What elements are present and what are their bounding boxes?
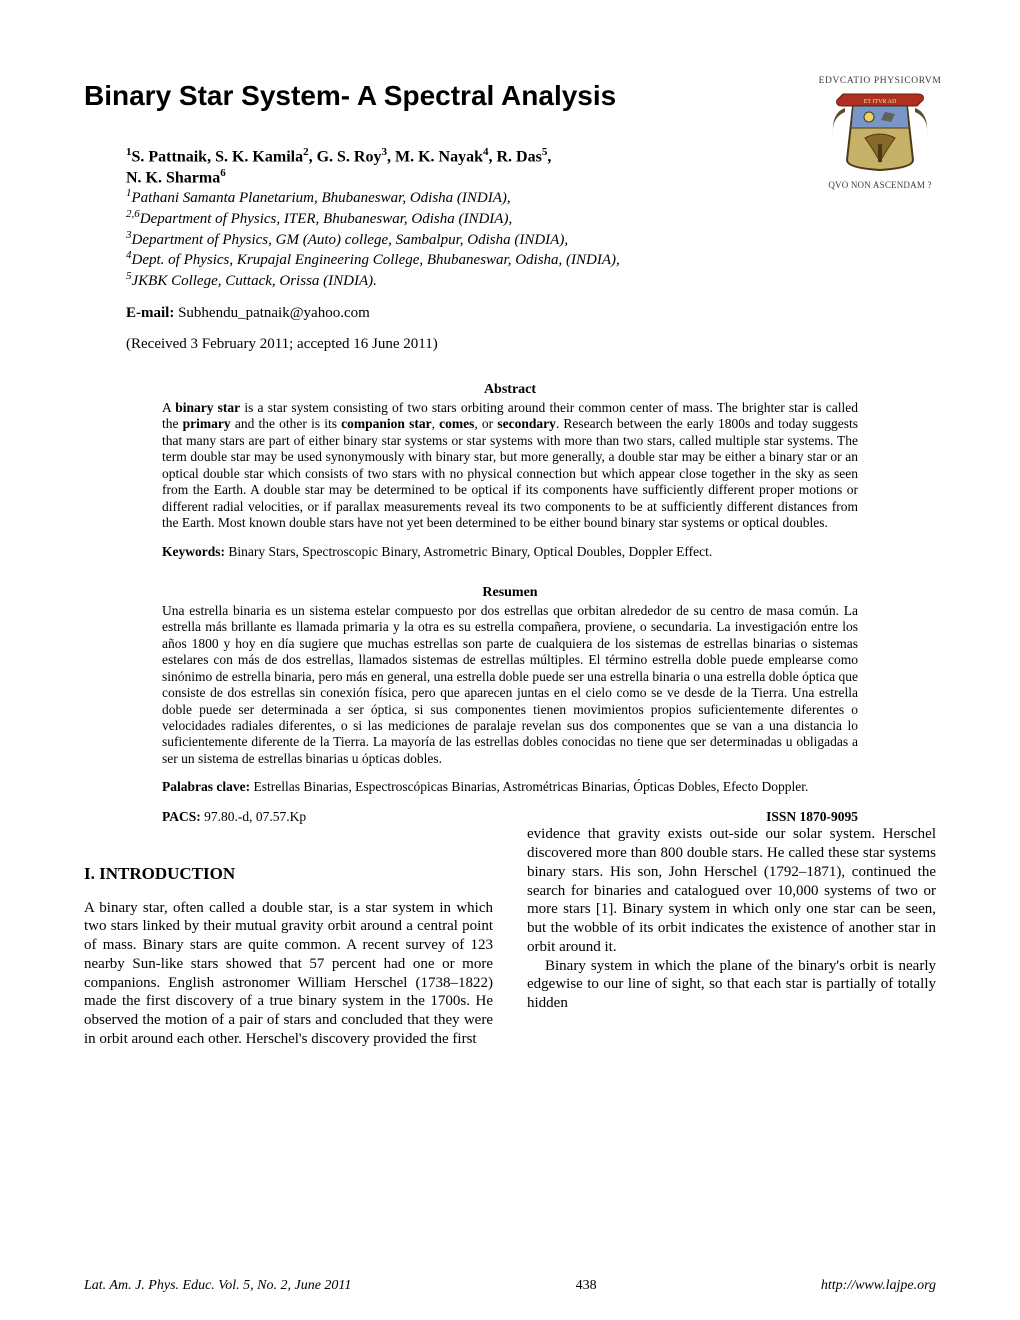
intro-para-2: evidence that gravity exists out-side ou… bbox=[527, 825, 936, 956]
abstract-heading: Abstract bbox=[162, 381, 858, 398]
email-label: E-mail: bbox=[126, 305, 174, 321]
page-footer: Lat. Am. J. Phys. Educ. Vol. 5, No. 2, J… bbox=[84, 1278, 936, 1294]
journal-emblem-icon: ET ITVR AD bbox=[825, 88, 935, 178]
pacs-row: PACS: 97.80.-d, 07.57.Kp ISSN 1870-9095 bbox=[162, 809, 858, 825]
footer-journal: Lat. Am. J. Phys. Educ. Vol. 5, No. 2, J… bbox=[84, 1278, 351, 1294]
paper-title: Binary Star System- A Spectral Analysis bbox=[84, 80, 936, 112]
pacs-label: PACS: bbox=[162, 809, 201, 824]
affiliation-line: 5JKBK College, Cuttack, Orissa (INDIA). bbox=[126, 270, 936, 291]
body-columns: I. INTRODUCTION A binary star, often cal… bbox=[84, 825, 936, 1048]
logo-top-text: EDVCATIO PHYSICORVM bbox=[810, 76, 950, 86]
section-heading-intro: I. INTRODUCTION bbox=[84, 863, 493, 884]
abstract-body: A binary star is a star system consistin… bbox=[162, 400, 858, 532]
email-value: Subhendu_patnaik@yahoo.com bbox=[178, 305, 370, 321]
palabras-line: Palabras clave: Estrellas Binarias, Espe… bbox=[162, 779, 858, 795]
issn-value: ISSN 1870-9095 bbox=[766, 809, 858, 825]
keywords-text: Binary Stars, Spectroscopic Binary, Astr… bbox=[228, 544, 712, 559]
abstract-block: Abstract A binary star is a star system … bbox=[162, 381, 858, 532]
affiliation-line: 1Pathani Samanta Planetarium, Bhubaneswa… bbox=[126, 187, 936, 208]
intro-para-3: Binary system in which the plane of the … bbox=[527, 957, 936, 1013]
affiliation-line: 3Department of Physics, GM (Auto) colleg… bbox=[126, 229, 936, 250]
affiliation-line: 4Dept. of Physics, Krupajal Engineering … bbox=[126, 249, 936, 270]
resumen-heading: Resumen bbox=[162, 584, 858, 601]
palabras-label: Palabras clave: bbox=[162, 779, 250, 794]
affiliation-line: 2,6Department of Physics, ITER, Bhubanes… bbox=[126, 208, 936, 229]
footer-url: http://www.lajpe.org bbox=[821, 1278, 936, 1294]
journal-logo: EDVCATIO PHYSICORVM ET ITVR AD QVO NON A… bbox=[810, 76, 950, 190]
footer-page-number: 438 bbox=[576, 1278, 597, 1294]
keywords-label: Keywords: bbox=[162, 544, 225, 559]
email-line: E-mail: Subhendu_patnaik@yahoo.com bbox=[126, 305, 936, 322]
resumen-block: Resumen Una estrella binaria es un siste… bbox=[162, 584, 858, 768]
pacs-cell: PACS: 97.80.-d, 07.57.Kp bbox=[162, 809, 306, 825]
svg-text:ET ITVR AD: ET ITVR AD bbox=[864, 99, 897, 105]
logo-bottom-text: QVO NON ASCENDAM ? bbox=[810, 180, 950, 190]
received-line: (Received 3 February 2011; accepted 16 J… bbox=[126, 336, 936, 353]
pacs-value: 97.80.-d, 07.57.Kp bbox=[204, 809, 306, 824]
palabras-text: Estrellas Binarias, Espectroscópicas Bin… bbox=[253, 779, 808, 794]
keywords-line: Keywords: Binary Stars, Spectroscopic Bi… bbox=[162, 544, 858, 560]
intro-para-1: A binary star, often called a double sta… bbox=[84, 899, 493, 1049]
resumen-body: Una estrella binaria es un sistema estel… bbox=[162, 603, 858, 768]
